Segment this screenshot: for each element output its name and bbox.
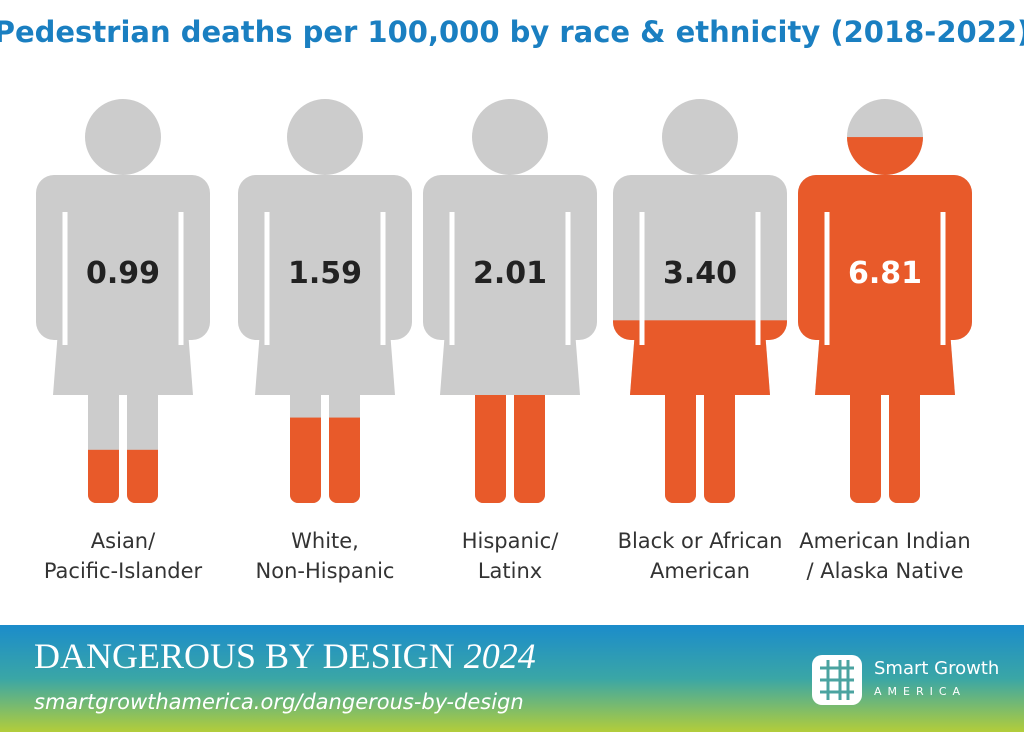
- category-label: American Indian / Alaska Native: [799, 529, 971, 583]
- figure-fill: [798, 137, 972, 503]
- value-label: 0.99: [86, 256, 160, 291]
- chart-title: Pedestrian deaths per 100,000 by race & …: [0, 15, 1024, 49]
- footer-url: smartgrowthamerica.org/dangerous-by-desi…: [34, 690, 524, 714]
- figure: 2.01: [423, 99, 597, 503]
- figure-empty: [36, 99, 210, 503]
- logo-name: Smart Growth: [874, 658, 999, 679]
- value-label: 2.01: [473, 256, 547, 291]
- figure: 1.59: [238, 99, 412, 503]
- figure-empty: [238, 99, 412, 503]
- logo-subname: AMERICA: [874, 685, 966, 698]
- figure-fill: [423, 394, 597, 503]
- figure-fill: [613, 320, 787, 503]
- figure-shape: [423, 99, 597, 503]
- figure-empty: [423, 99, 597, 503]
- figure: 3.40: [613, 99, 787, 503]
- figure-empty: [613, 99, 787, 503]
- category-label: Hispanic/ Latinx: [461, 529, 559, 583]
- category-label: Asian/ Pacific-Islander: [43, 529, 203, 583]
- figure-fill: [238, 417, 412, 503]
- figure-shape: [613, 99, 787, 503]
- value-label: 6.81: [848, 256, 922, 291]
- value-label: 1.59: [288, 256, 362, 291]
- logo-icon: [812, 655, 862, 705]
- figure-shape: [238, 99, 412, 503]
- figure: 0.99: [36, 99, 210, 503]
- category-label: White, Non-Hispanic: [255, 529, 395, 583]
- footer-year: 2024: [464, 636, 536, 676]
- category-label: Black or African American: [617, 529, 783, 583]
- footer-title-text: DANGEROUS BY DESIGN: [34, 636, 455, 676]
- figure-shape: [798, 99, 972, 503]
- figure: 6.81: [798, 99, 972, 503]
- value-label: 3.40: [663, 256, 737, 291]
- figure-shape: [36, 99, 210, 503]
- footer-title: DANGEROUS BY DESIGN 2024: [34, 636, 536, 676]
- figure-fill: [36, 449, 210, 503]
